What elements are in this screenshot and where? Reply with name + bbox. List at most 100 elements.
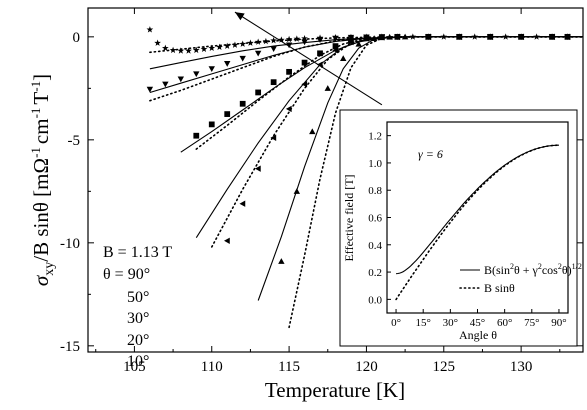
theta-annotation: θ = 90° <box>103 266 150 283</box>
x-tick-label: 110 <box>201 359 223 375</box>
y-axis-title-exp2: -1 <box>28 108 43 119</box>
data-point-star <box>208 44 216 52</box>
data-point-star <box>247 39 254 46</box>
x-tick-label: 125 <box>433 359 456 375</box>
fit-dotted-3 <box>211 36 584 248</box>
data-point-star <box>239 40 247 47</box>
data-point-star <box>192 46 200 54</box>
data-point-triangle-up <box>486 33 494 40</box>
data-point-triangle-down <box>146 86 154 93</box>
data-point-triangle-up <box>548 33 556 40</box>
angle-annotation-50: 50° <box>127 289 149 306</box>
y-axis-title-exp3: -1 <box>28 81 43 92</box>
inset-y-axis-title: Effective field [T] <box>342 174 356 261</box>
data-point-triangle-left <box>254 165 261 172</box>
y-axis-title: σxy/B sinθ [mΩ-1cm-1T-1] <box>28 74 57 286</box>
inset-y-tick-label: 0.4 <box>368 240 382 252</box>
data-point-square <box>193 132 200 139</box>
data-point-star <box>471 33 479 40</box>
y-tick-label: -10 <box>60 236 80 252</box>
y-axis-title-rest: /B sinθ [mΩ <box>29 158 53 262</box>
x-tick-label: 105 <box>123 359 146 375</box>
data-point-triangle-left <box>378 34 385 41</box>
main-data-points <box>146 26 571 264</box>
data-point-star <box>502 33 509 40</box>
data-point-star <box>169 46 177 54</box>
angle-annotation-20: 20° <box>127 332 149 349</box>
data-point-triangle-down <box>162 81 169 88</box>
y-axis-title-subscript: xy <box>42 262 57 276</box>
y-axis-title-sigma: σ <box>29 274 53 286</box>
data-point-square <box>286 68 292 75</box>
data-point-star <box>293 35 301 42</box>
inset-x-tick-label: 15° <box>415 317 430 329</box>
data-point-star <box>223 42 231 49</box>
inset-y-tick-label: 1.2 <box>368 131 382 143</box>
data-point-triangle-down <box>285 42 293 49</box>
data-point-triangle-left <box>332 47 339 54</box>
data-point-triangle-down <box>177 76 185 83</box>
data-point-triangle-left <box>239 200 246 207</box>
inset-x-tick-label: 60° <box>497 317 512 329</box>
data-point-triangle-down <box>254 50 262 57</box>
legend-solid-label: B(sin2θ + γ2cos2θ)1/2 <box>484 262 582 277</box>
data-point-triangle-down <box>270 46 277 52</box>
data-point-triangle-up <box>401 33 409 40</box>
angle-annotation-10: 10° <box>127 353 149 370</box>
data-point-triangle-up <box>517 33 525 40</box>
inset-x-tick-label: 30° <box>443 317 458 329</box>
y-tick-label: -5 <box>68 133 81 149</box>
data-point-triangle-up <box>309 128 316 135</box>
fit-solid-0 <box>149 36 583 70</box>
legend-dotted-label: B sinθ <box>484 281 515 295</box>
data-point-triangle-down <box>224 61 231 67</box>
data-point-star <box>200 45 208 53</box>
main-plot-frame <box>87 7 584 353</box>
inset-x-tick-label: 0° <box>391 317 401 329</box>
data-point-triangle-down <box>316 37 324 43</box>
data-point-triangle-left <box>394 33 400 41</box>
y-axis-title-exp1: -1 <box>28 147 43 158</box>
data-point-star <box>254 38 262 45</box>
data-point-triangle-up <box>456 33 463 40</box>
inset-tick-labels: 0° 15° 30° 45° 60° 75° 90° 0.0 0.2 0.4 0.6 0.8 1.0 1.… <box>368 131 566 329</box>
trend-arrow-head <box>234 12 245 21</box>
inset-y-tick-label: 0.0 <box>368 294 382 306</box>
y-tick-label: 0 <box>73 30 81 46</box>
data-point-triangle-up <box>425 33 432 40</box>
inset-y-tick-label: 0.6 <box>368 213 382 225</box>
data-point-triangle-up <box>370 35 378 42</box>
inset-x-tick-label: 90° <box>551 317 566 329</box>
data-point-star <box>231 41 239 48</box>
data-point-square <box>332 43 339 49</box>
data-point-star <box>409 33 417 40</box>
data-point-square <box>224 111 231 117</box>
data-point-star <box>262 37 270 45</box>
data-point-star <box>216 43 223 50</box>
inset-x-tick-label: 75° <box>524 317 539 329</box>
data-point-triangle-up <box>278 258 285 264</box>
data-point-star <box>146 26 154 33</box>
angle-annotation-30: 30° <box>127 310 149 327</box>
data-point-square <box>255 89 262 96</box>
data-point-triangle-up <box>386 33 393 40</box>
x-tick-label: 130 <box>510 359 533 375</box>
data-point-square <box>317 50 323 57</box>
data-point-triangle-down <box>332 35 339 42</box>
data-point-square <box>270 79 277 86</box>
data-point-star <box>177 47 185 54</box>
data-point-triangle-up <box>324 85 331 91</box>
data-point-star <box>285 35 293 43</box>
data-point-star <box>301 34 308 42</box>
data-point-star <box>154 39 161 46</box>
y-tick-label: -15 <box>60 339 80 355</box>
main-plot: 105 110 115 120 125 130 0 -5 -10 -15 Temperature … <box>28 7 584 402</box>
data-point-star <box>440 33 448 40</box>
data-point-triangle-left <box>363 35 369 42</box>
data-point-triangle-up <box>293 188 301 194</box>
data-point-triangle-up <box>355 40 362 47</box>
trend-arrow <box>234 11 383 106</box>
x-tick-label: 115 <box>278 359 300 375</box>
data-point-triangle-left <box>285 105 292 113</box>
